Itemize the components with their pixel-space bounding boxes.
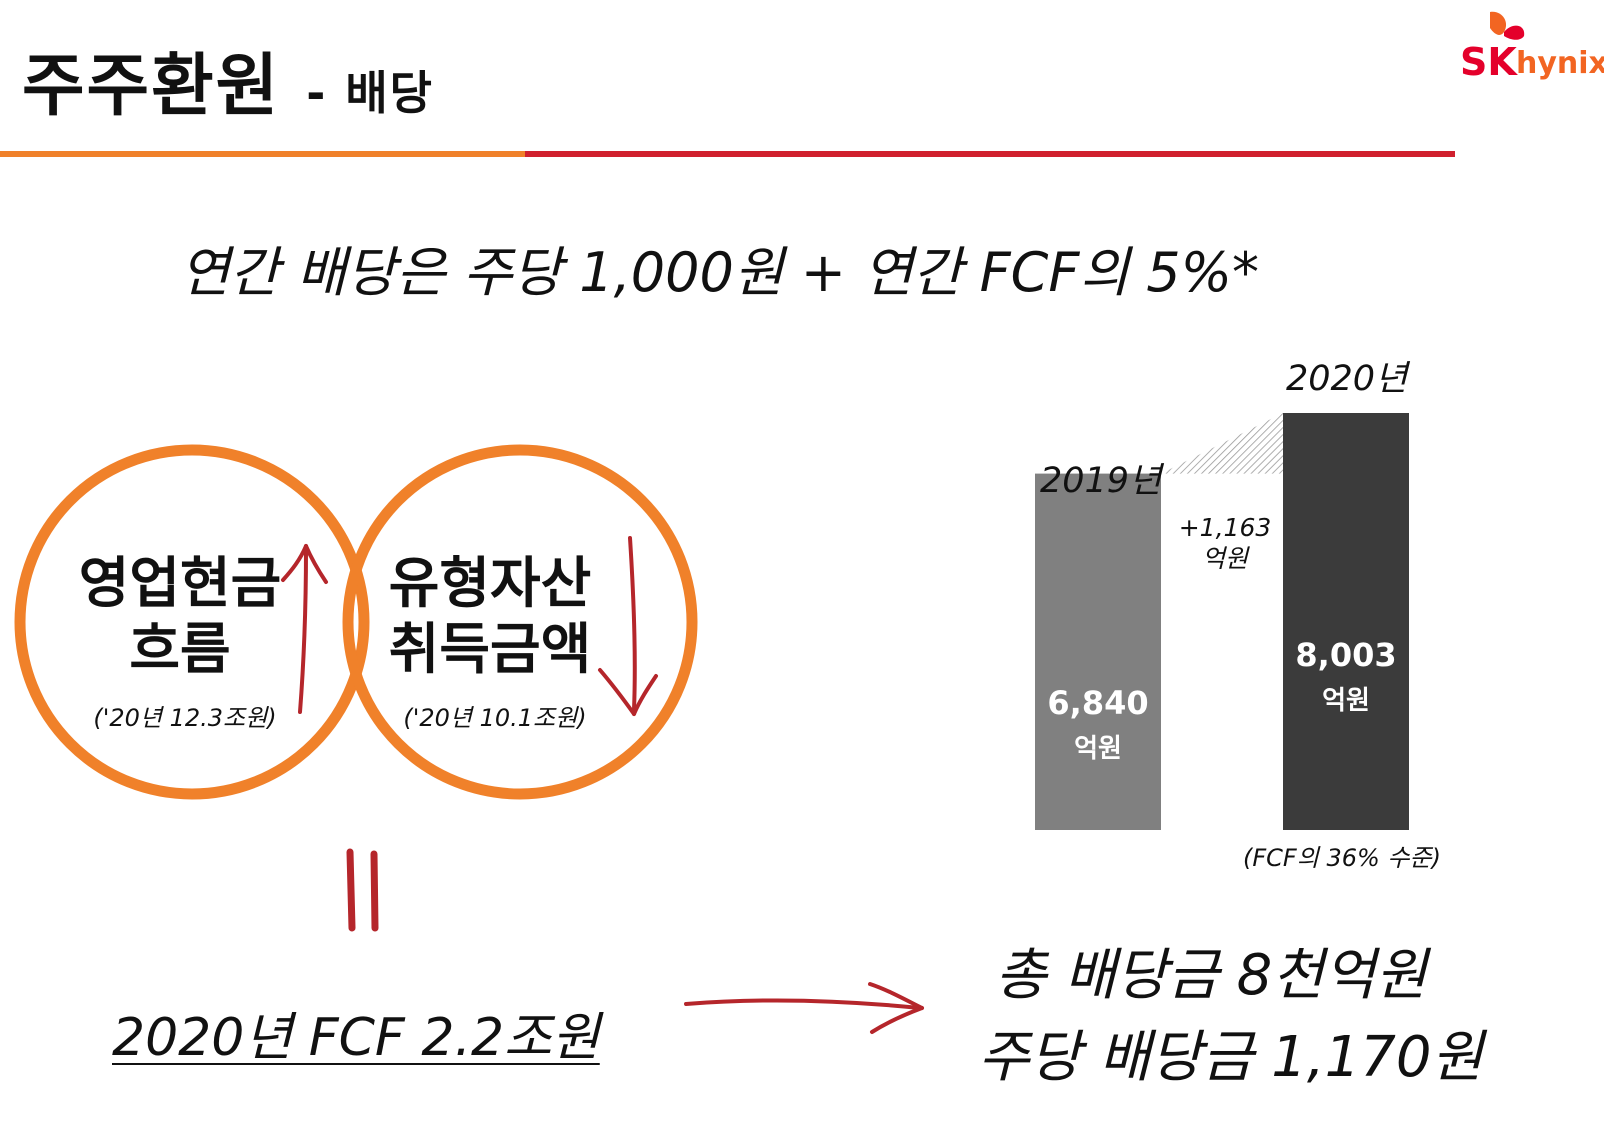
page-title: 주주환원 - 배당 <box>22 30 434 129</box>
category-label-2020: 2020년 <box>1286 359 1408 399</box>
capex-label: 유형자산 취득금액 <box>370 550 610 682</box>
title-main: 주주환원 <box>22 47 281 126</box>
bar-2020-value: 8,003 억원 <box>1282 636 1410 717</box>
bar-2020-unit: 억원 <box>1322 686 1370 716</box>
bar-2020 <box>1283 413 1409 830</box>
title-sub: - 배당 <box>306 66 434 120</box>
fcf-total: 2020년 FCF 2.2조원 <box>112 1008 600 1068</box>
divider-orange <box>0 151 525 157</box>
capex-note: ('20년 10.1조원) <box>403 704 587 732</box>
category-label-2019: 2019년 <box>1040 461 1162 501</box>
circle-operating-cashflow <box>14 444 370 800</box>
operating-cashflow-note: ('20년 12.3조원) <box>93 704 277 732</box>
increase-unit: 억원 <box>1201 544 1248 573</box>
arrow-up-icon <box>281 544 328 714</box>
dividend-per-share: 주당 배당금 1,170원 <box>978 1025 1484 1090</box>
increase-wedge <box>1161 413 1283 474</box>
divider-red <box>525 151 1455 157</box>
capex-line1: 유형자산 <box>388 551 592 615</box>
operating-cashflow-line2: 흐름 <box>129 617 231 681</box>
fcf-ratio-note: (FCF의 36% 수준) <box>1243 844 1441 872</box>
total-dividend: 총 배당금 8천억원 <box>995 943 1427 1008</box>
capex-line2: 취득금액 <box>388 617 592 681</box>
logo-sk: SK <box>1460 40 1517 84</box>
arrow-right-icon <box>684 982 924 1034</box>
operating-cashflow-label: 영업현금 흐름 <box>60 550 300 682</box>
circle-capex <box>342 444 698 800</box>
butterfly-icon <box>1490 11 1525 40</box>
bar-2019-value: 6,840 억원 <box>1034 684 1162 765</box>
increase-number: +1,163 <box>1178 513 1272 542</box>
bar-2019-unit: 억원 <box>1074 734 1122 764</box>
equals-icon <box>346 848 379 932</box>
increase-label: +1,163 억원 <box>1160 512 1290 574</box>
arrow-down-icon <box>598 536 658 716</box>
cashflow-diagram <box>14 444 698 932</box>
sk-hynix-logo: SK hynix <box>1460 8 1604 88</box>
bar-2019 <box>1035 473 1161 830</box>
dividend-bar-chart <box>1035 413 1409 830</box>
bar-2020-number: 8,003 <box>1295 636 1397 674</box>
headline: 연간 배당은 주당 1,000원 + 연간 FCF의 5%* <box>180 241 1259 304</box>
logo-hynix: hynix <box>1516 46 1604 81</box>
operating-cashflow-line1: 영업현금 <box>78 551 282 615</box>
bar-2019-number: 6,840 <box>1047 684 1149 722</box>
